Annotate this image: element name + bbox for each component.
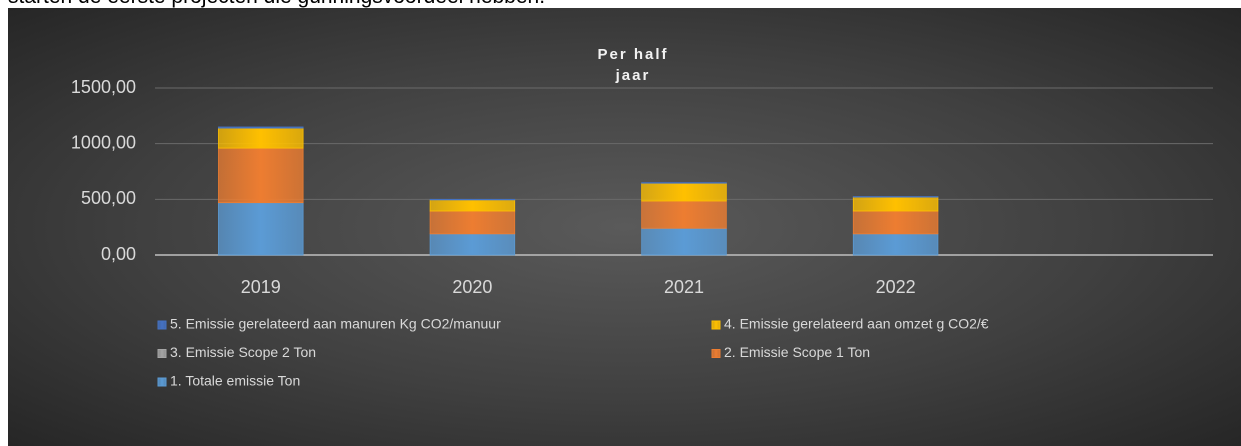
legend-label: 3. Emissie Scope 2 Ton bbox=[170, 344, 316, 360]
chart-svg: 0,00 500,00 1000,00 1500,00 2019 2020 2021 2022… bbox=[71, 77, 1213, 389]
y-tick-label: 500,00 bbox=[81, 188, 136, 208]
y-tick-label: 1500,00 bbox=[71, 77, 136, 97]
chart: 0,00 500,00 1000,00 1500,00 2019 2020 2021 2022… bbox=[8, 8, 1241, 446]
x-tick-label: 2022 bbox=[876, 277, 916, 297]
legend-swatch bbox=[157, 320, 167, 330]
x-tick-label: 2020 bbox=[452, 277, 492, 297]
legend-label: 4. Emissie gerelateerd aan omzet g CO2/€ bbox=[724, 316, 989, 332]
bar-segment bbox=[218, 202, 304, 256]
bar-segment bbox=[852, 196, 939, 198]
bar-segment bbox=[429, 210, 516, 235]
y-tick-label: 1000,00 bbox=[71, 132, 136, 152]
legend-swatch bbox=[157, 349, 167, 358]
bar-segment bbox=[218, 147, 304, 204]
bar-segment bbox=[429, 198, 516, 201]
bar-segment bbox=[852, 233, 939, 256]
legend-swatch bbox=[711, 320, 721, 330]
bar-segment bbox=[641, 182, 727, 202]
x-tick-label: 2019 bbox=[241, 277, 281, 297]
y-tick-label: 0,00 bbox=[101, 244, 136, 264]
legend-swatch bbox=[711, 349, 721, 358]
bar-segment bbox=[641, 200, 727, 229]
bar-segment bbox=[641, 227, 727, 256]
bar-segment bbox=[429, 199, 516, 212]
bar-segment bbox=[218, 126, 304, 129]
bar-segment bbox=[852, 196, 939, 212]
bar-segment bbox=[641, 182, 727, 184]
bar-segment bbox=[429, 233, 516, 256]
legend-label: 5. Emissie gerelateerd aan manuren Kg CO… bbox=[170, 316, 501, 332]
legend-label: 2. Emissie Scope 1 Ton bbox=[724, 344, 870, 360]
bar-segment bbox=[218, 127, 304, 149]
document-text: starten de eerste projecten die gunnings… bbox=[8, 0, 545, 9]
legend-swatch bbox=[157, 377, 167, 387]
bar-segment bbox=[852, 210, 939, 235]
chart-title: Per half jaar bbox=[597, 46, 669, 84]
x-tick-label: 2021 bbox=[664, 277, 704, 297]
legend-label: 1. Totale emissie Ton bbox=[170, 373, 300, 389]
